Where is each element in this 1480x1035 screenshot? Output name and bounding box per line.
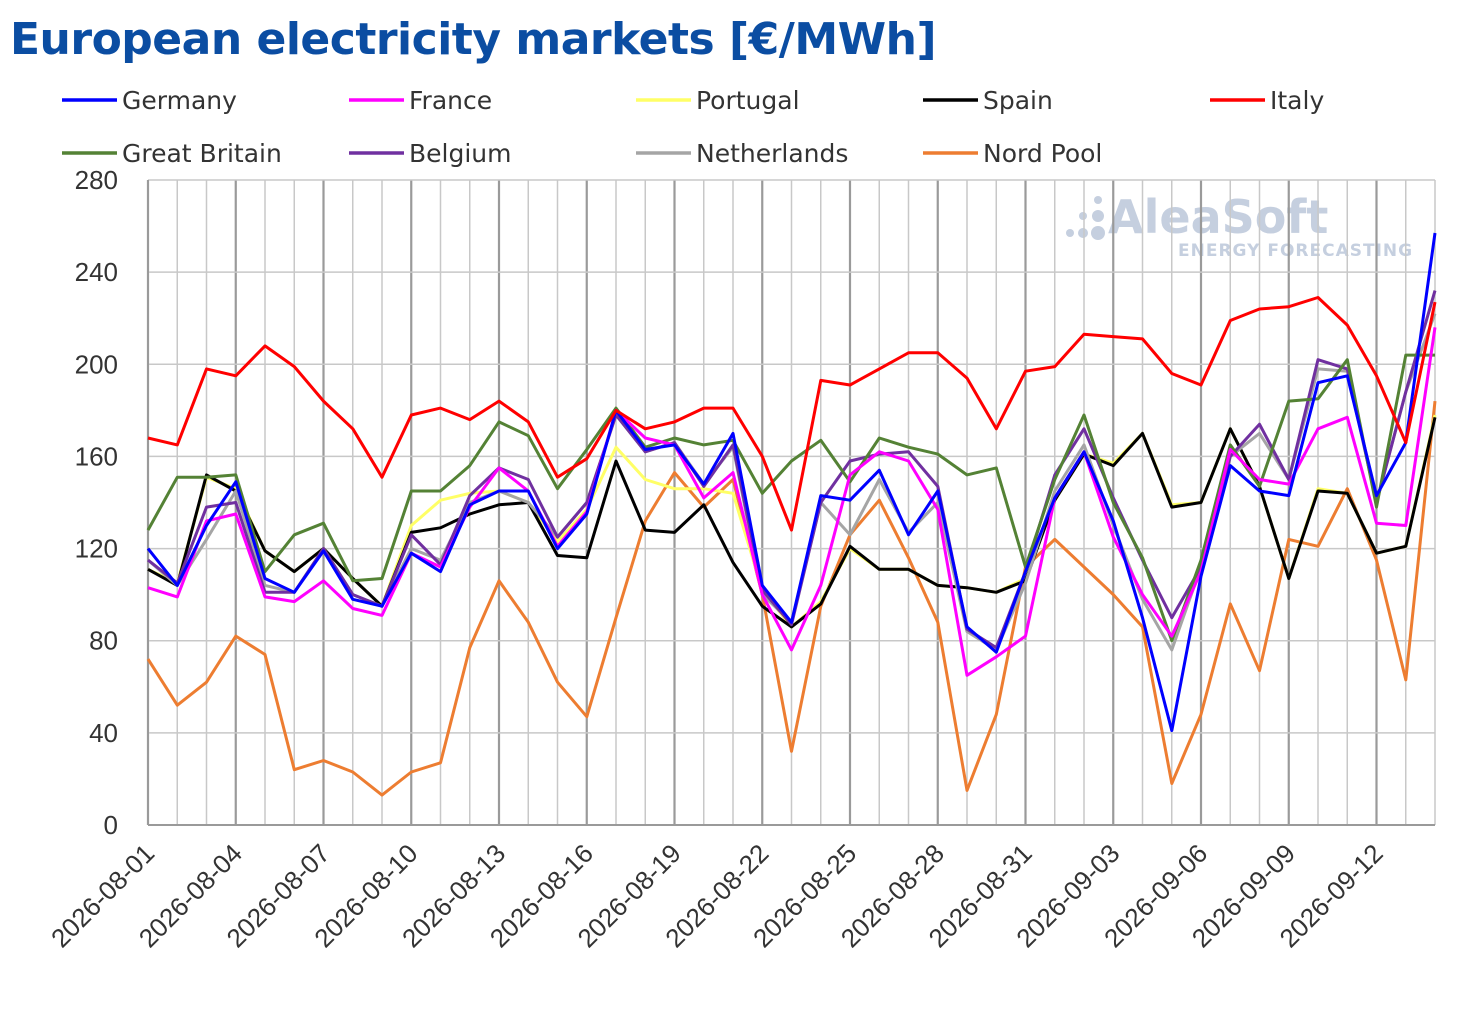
- y-tick-label: 200: [75, 349, 118, 379]
- y-tick-label: 160: [75, 441, 118, 471]
- series-line-france: [147, 327, 1437, 677]
- y-tick-label: 80: [89, 626, 118, 656]
- aleasoft-logo-icon: [1066, 196, 1105, 240]
- legend-label-germany: Germany: [122, 86, 237, 115]
- chart-title: European electricity markets [€/MWh]: [10, 14, 937, 65]
- series-line-spain: [147, 416, 1437, 629]
- legend-label-france: France: [409, 86, 492, 115]
- legend-label-nord-pool: Nord Pool: [983, 139, 1102, 168]
- x-axis-ticks: 2026-08-012026-08-042026-08-072026-08-10…: [45, 838, 1389, 953]
- y-tick-label: 0: [104, 810, 118, 840]
- series-line-germany: [146, 232, 1437, 733]
- legend-label-italy: Italy: [1270, 86, 1324, 115]
- legend-label-belgium: Belgium: [409, 139, 512, 168]
- y-axis-ticks: 0 40 80 120 160 200 240 280: [75, 165, 118, 840]
- legend: Germany France Portugal Spain Italy Great Bri…: [62, 86, 1324, 168]
- watermark-brand: AleaSoft: [1108, 190, 1328, 244]
- y-tick-label: 40: [89, 718, 118, 748]
- series-line-great-britain: [146, 353, 1435, 643]
- series-lines: [146, 232, 1437, 797]
- legend-label-great-britain: Great Britain: [122, 139, 282, 168]
- watermark-tagline: ENERGY FORECASTING: [1178, 241, 1413, 261]
- legend-label-portugal: Portugal: [696, 86, 800, 115]
- y-tick-label: 120: [75, 534, 118, 564]
- series-line-nord-pool: [146, 400, 1437, 797]
- legend-label-netherlands: Netherlands: [696, 139, 848, 168]
- legend-label-spain: Spain: [983, 86, 1053, 115]
- plot-axes: [147, 180, 1435, 826]
- series-line-italy: [147, 296, 1437, 532]
- aleasoft-watermark: AleaSoft ENERGY FORECASTING: [1066, 190, 1413, 261]
- plot-grid: [146, 179, 1436, 826]
- y-tick-label: 240: [75, 257, 118, 287]
- y-tick-label: 280: [75, 165, 118, 195]
